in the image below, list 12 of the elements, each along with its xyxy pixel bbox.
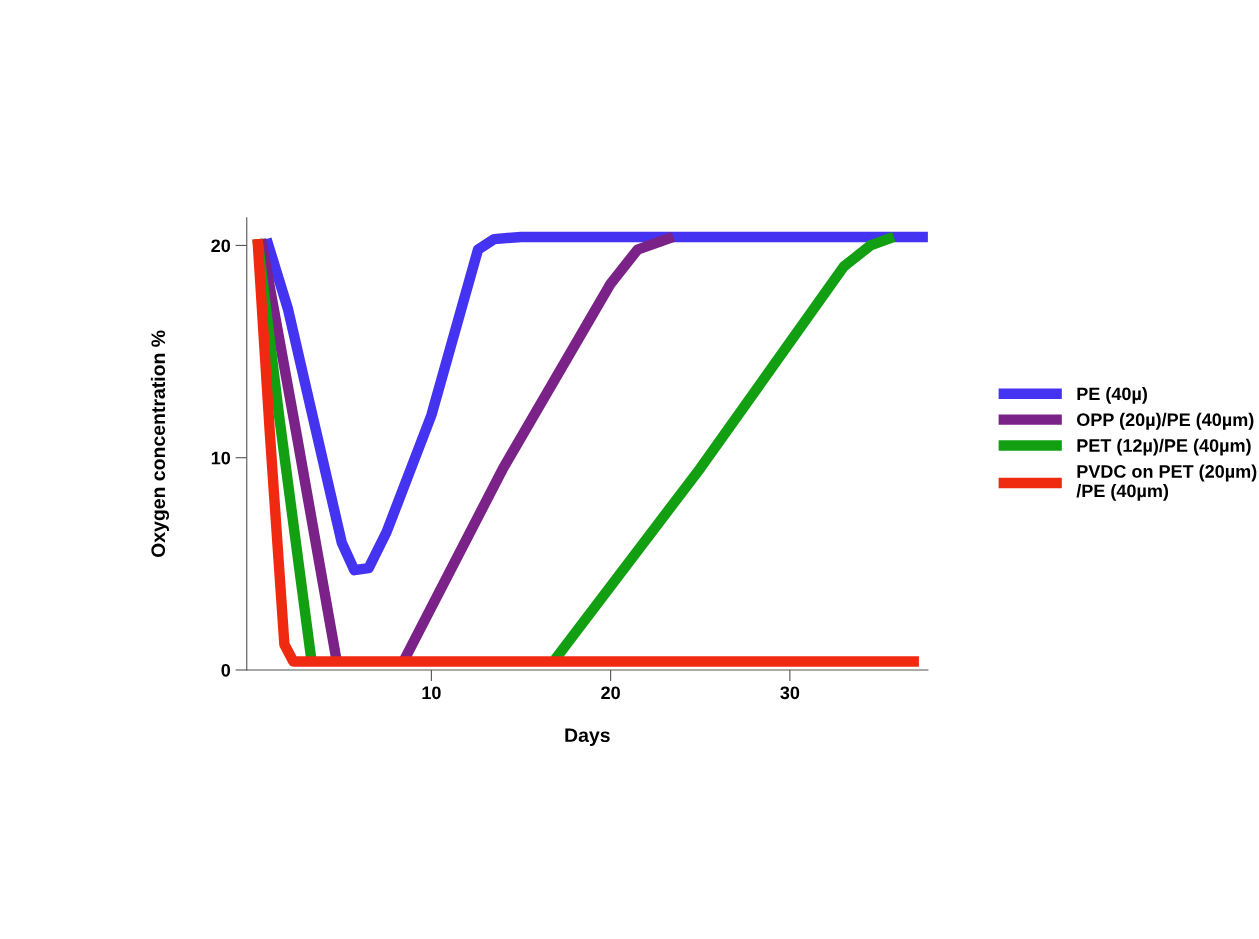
y-tick-label: 0 bbox=[221, 663, 231, 677]
legend-label: PET (12µ)/PE (40µm) bbox=[1077, 438, 1251, 456]
y-axis-title: Oxygen concentration % bbox=[150, 330, 170, 558]
x-tick-label: 10 bbox=[422, 686, 441, 700]
x-axis-title: Days bbox=[565, 728, 610, 746]
x-tick-label: 30 bbox=[780, 686, 800, 700]
y-tick-label: 20 bbox=[211, 239, 231, 253]
y-tick-label: 10 bbox=[211, 451, 231, 465]
legend-label: PVDC on PET (20µm) /PE (40µm) bbox=[1076, 464, 1257, 501]
legend-label: PE (40µ) bbox=[1077, 386, 1147, 404]
x-tick-label: 20 bbox=[601, 686, 620, 700]
legend-label: OPP (20µ)/PE (40µm) bbox=[1077, 412, 1254, 430]
